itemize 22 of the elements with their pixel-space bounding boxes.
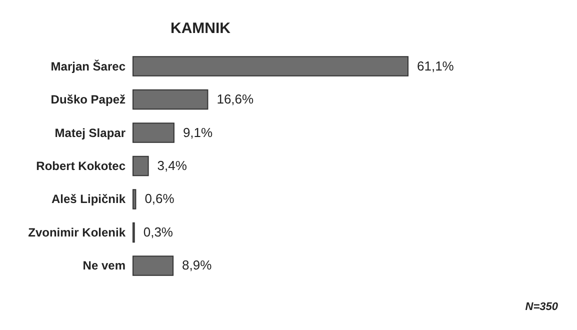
data-label: 0,3% [143, 224, 174, 240]
bar [132, 189, 136, 210]
y-tick-label: Ne vem [82, 258, 126, 273]
data-label: 9,1% [182, 124, 214, 140]
data-label: 3,4% [157, 158, 188, 173]
bar [132, 89, 208, 110]
data-label: 61,1% [417, 58, 454, 74]
bar [132, 156, 149, 176]
bar [132, 56, 408, 76]
data-label: 16,6% [216, 92, 254, 107]
y-tick-label: Zvonimir Kolenik [28, 225, 126, 240]
text: N=350 [525, 301, 559, 313]
bar [132, 122, 174, 143]
data-label: 8,9% [182, 258, 212, 273]
y-tick-label: Robert Kokotec [36, 159, 126, 173]
y-tick-label: Duško Papež [50, 92, 126, 107]
bar [132, 256, 174, 276]
y-tick-label: Matej Slapar [54, 126, 126, 140]
y-tick-label: Aleš Lipičnik [51, 192, 126, 206]
data-label: 0,6% [144, 191, 175, 206]
chart-title: KAMNIK [170, 20, 231, 37]
y-tick-label: Marjan Šarec [50, 59, 126, 74]
